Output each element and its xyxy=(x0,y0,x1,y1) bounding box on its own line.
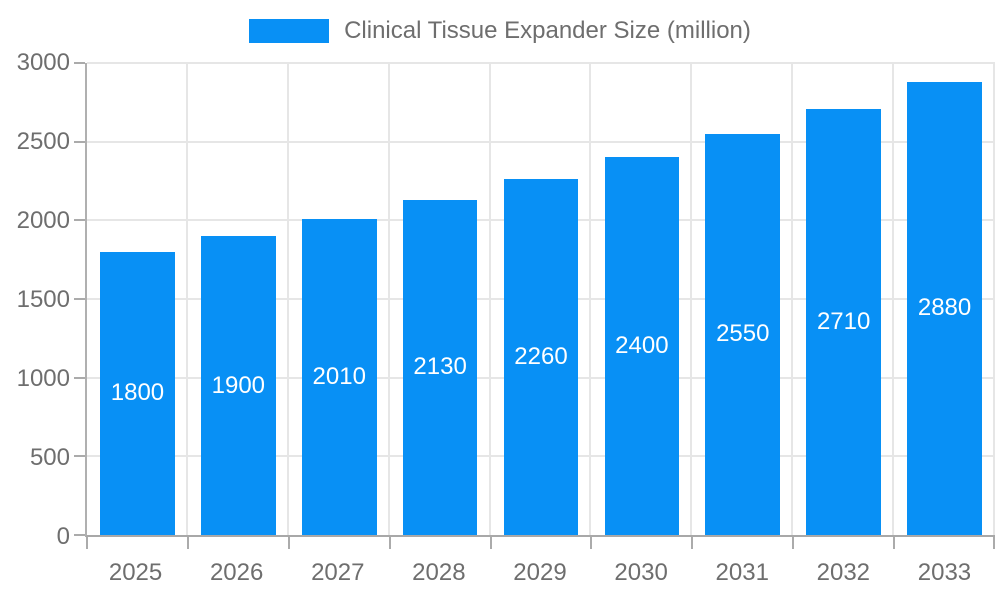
v-gridline xyxy=(993,63,995,535)
v-gridline xyxy=(286,63,289,535)
x-tick-label: 2025 xyxy=(108,559,163,586)
bar-2030[interactable]: 2400 xyxy=(604,157,680,535)
y-tick-label: 500 xyxy=(29,444,70,471)
y-tick-label: 0 xyxy=(56,523,70,550)
x-tick xyxy=(993,537,995,549)
bar-2027[interactable]: 2010 xyxy=(301,218,377,535)
bar-2031[interactable]: 2550 xyxy=(705,133,781,535)
bar-value-label: 2010 xyxy=(312,362,366,390)
y-tick xyxy=(74,534,85,536)
x-tick-label: 2031 xyxy=(715,559,769,586)
x-tick xyxy=(792,537,795,549)
x-tick-label: 2030 xyxy=(614,559,668,586)
bar-value-label: 2130 xyxy=(413,353,467,381)
x-tick-label: 2028 xyxy=(412,559,466,586)
bar-2025[interactable]: 1800 xyxy=(100,251,175,535)
plot-area: 1800 1900 2010 2130 2260 2400 2550 2710 2880 xyxy=(74,62,995,549)
x-tick xyxy=(186,537,189,549)
v-gridline xyxy=(387,63,390,535)
x-tick xyxy=(893,537,896,549)
bar-value-label: 1800 xyxy=(110,379,165,407)
legend-label: Clinical Tissue Expander Size (million) xyxy=(344,17,751,44)
x-tick-label: 2033 xyxy=(917,559,972,586)
y-tick xyxy=(74,298,85,300)
x-tick xyxy=(86,537,88,549)
bar-2029[interactable]: 2260 xyxy=(503,179,579,535)
y-tick-label: 2000 xyxy=(16,206,70,234)
x-tick-label: 2026 xyxy=(209,559,264,586)
v-gridline xyxy=(690,63,693,535)
v-gridline xyxy=(185,63,188,535)
y-axis: 0 500 1000 1500 2000 2500 3000 xyxy=(0,49,70,550)
legend-swatch xyxy=(249,19,330,43)
bar-value-label: 1900 xyxy=(211,371,266,399)
x-tick xyxy=(691,537,694,549)
y-tick xyxy=(74,455,85,458)
x-axis: 2025 2026 2027 2028 2029 2030 2031 2032 2033 xyxy=(85,559,995,589)
y-tick xyxy=(74,140,85,143)
x-tick-label: 2032 xyxy=(816,559,871,586)
legend[interactable]: Clinical Tissue Expander Size (million) xyxy=(0,17,1000,45)
bar-value-label: 2550 xyxy=(716,320,770,348)
y-tick xyxy=(74,219,85,222)
bar-2028[interactable]: 2130 xyxy=(402,199,478,535)
x-tick-label: 2029 xyxy=(513,559,567,586)
x-tick xyxy=(489,537,492,549)
y-tick xyxy=(74,376,85,379)
v-gridline xyxy=(589,63,592,535)
x-tick xyxy=(590,537,593,549)
h-gridline xyxy=(87,62,995,64)
x-tick xyxy=(287,537,290,549)
bar-2032[interactable]: 2710 xyxy=(806,108,881,535)
bar-2033[interactable]: 2880 xyxy=(907,81,982,535)
y-tick-label: 3000 xyxy=(16,49,70,76)
y-tick-label: 1500 xyxy=(16,286,70,313)
v-gridline xyxy=(892,63,895,535)
v-gridline xyxy=(791,63,794,535)
bar-value-label: 2880 xyxy=(917,294,972,322)
bar-value-label: 2260 xyxy=(514,343,568,371)
bar-value-label: 2400 xyxy=(615,332,669,360)
x-tick xyxy=(388,537,391,549)
bar-2026[interactable]: 1900 xyxy=(201,236,276,535)
y-tick-label: 2500 xyxy=(16,127,70,155)
h-gridline xyxy=(87,140,995,143)
bar-value-label: 2710 xyxy=(816,307,871,335)
y-tick xyxy=(74,62,85,64)
x-tick-label: 2027 xyxy=(311,559,365,586)
v-gridline xyxy=(488,63,491,535)
y-tick-label: 1000 xyxy=(16,364,70,392)
